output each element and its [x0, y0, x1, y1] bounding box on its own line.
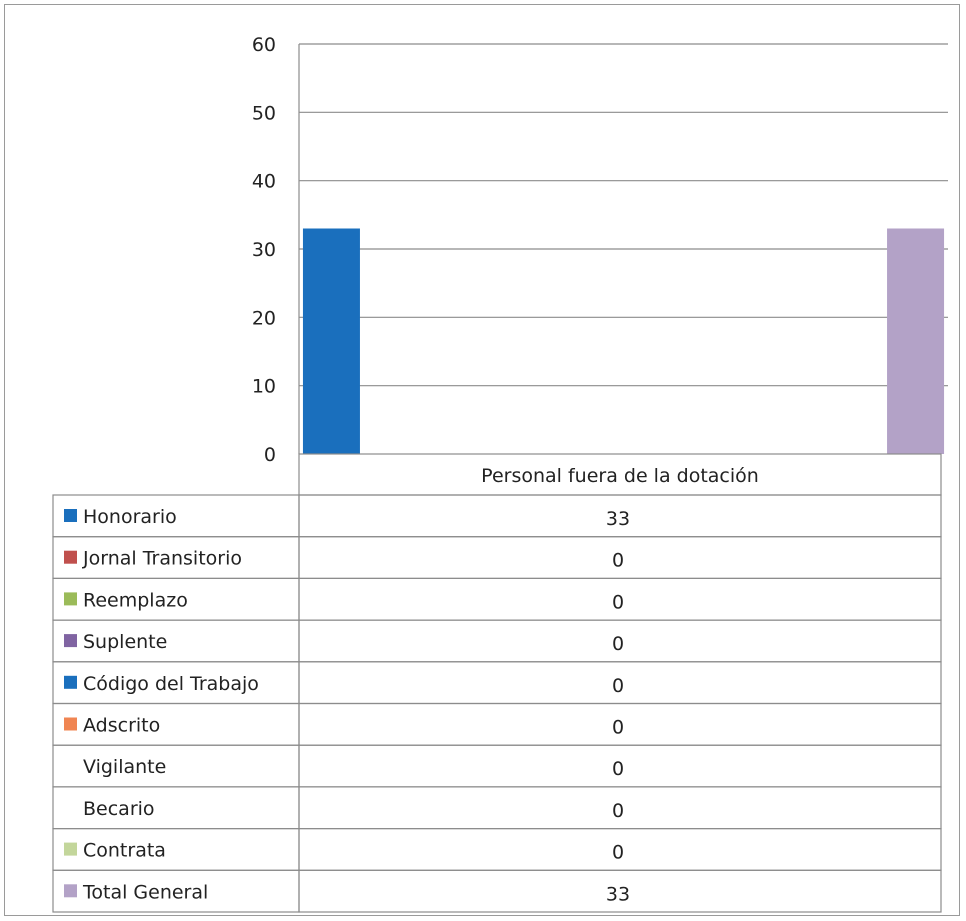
data-value-label: 33: [606, 883, 630, 905]
legend-swatch: [64, 842, 77, 856]
legend-swatch: [64, 509, 77, 522]
y-tick-label: 60: [252, 34, 276, 56]
category-label: Personal fuera de la dotación: [481, 465, 759, 487]
data-value-label: 33: [606, 508, 630, 530]
y-tick-label: 40: [252, 171, 276, 193]
data-value-label: 0: [612, 591, 624, 613]
data-value-label: 0: [612, 550, 624, 572]
y-tick-label: 20: [252, 307, 276, 329]
y-tick-label: 30: [252, 239, 276, 261]
gridlines: [298, 43, 948, 454]
bars: [302, 228, 945, 454]
bar-total-general: [887, 228, 945, 454]
legend-swatch: [64, 592, 77, 606]
legend-entry: Vigilante: [83, 756, 166, 778]
legend-entry: Suplente: [83, 631, 167, 653]
y-tick-label: 50: [252, 102, 276, 124]
table-value-cell: [298, 869, 942, 913]
legend-entry: Total General: [82, 881, 208, 903]
data-value-label: 0: [612, 675, 624, 697]
y-axis-ticks: 0 10 20 30 40 50 60: [252, 34, 276, 466]
bar-honorario: [302, 228, 360, 454]
y-tick-label: 0: [264, 444, 276, 466]
legend-entry: Jornal Transitorio: [82, 548, 242, 570]
data-value-label: 0: [612, 717, 624, 739]
legend-entry: Honorario: [83, 506, 177, 528]
legend-swatch: [64, 717, 77, 731]
data-table: Personal fuera de la dotación Honorario 33…: [52, 453, 942, 913]
legend-swatch: [64, 675, 77, 689]
chart-frame: [4, 4, 960, 916]
data-value-label: 0: [612, 842, 624, 864]
data-value-label: 0: [612, 800, 624, 822]
legend-swatch: [64, 634, 77, 648]
legend-swatch: [64, 884, 77, 898]
legend-swatch: [64, 550, 77, 564]
data-value-label: 0: [612, 633, 624, 655]
y-tick-label: 10: [252, 376, 276, 398]
legend-entry: Contrata: [83, 840, 166, 862]
legend-entry: Reemplazo: [83, 589, 188, 611]
legend-entry: Adscrito: [83, 715, 160, 737]
legend-entry: Código del Trabajo: [83, 673, 259, 695]
legend-entry: Becario: [83, 798, 155, 820]
data-value-label: 0: [612, 758, 624, 780]
